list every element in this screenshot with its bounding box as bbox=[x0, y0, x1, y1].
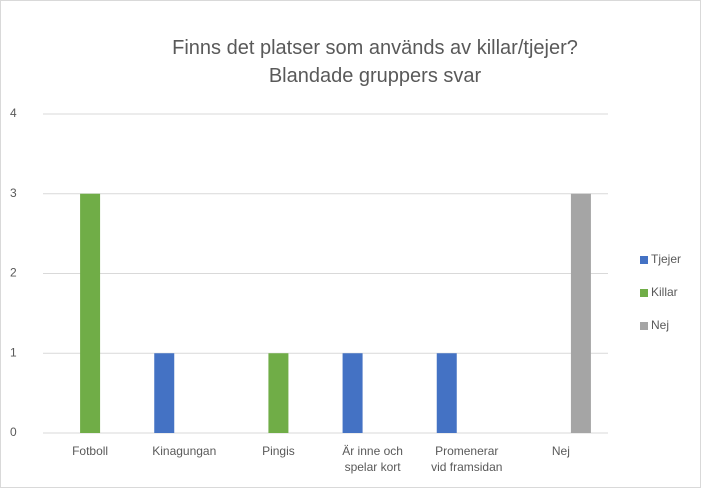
bar bbox=[342, 353, 363, 433]
legend-label: Tjejer bbox=[651, 252, 681, 266]
bar bbox=[436, 353, 457, 433]
bar bbox=[570, 193, 591, 433]
y-tick-label: 4 bbox=[10, 106, 17, 120]
legend-label: Killar bbox=[651, 285, 678, 299]
x-tick-label: Fotboll bbox=[72, 444, 109, 458]
bar bbox=[268, 353, 289, 433]
x-tick-label: Nej bbox=[551, 444, 570, 458]
x-tick-label: Är inne och spelar kort bbox=[342, 444, 403, 474]
legend-swatch bbox=[640, 256, 648, 264]
y-tick-label: 1 bbox=[10, 345, 17, 359]
legend-label: Nej bbox=[651, 318, 669, 332]
y-tick-label: 2 bbox=[10, 266, 17, 280]
y-tick-label: 0 bbox=[10, 425, 17, 439]
y-tick-label: 3 bbox=[10, 186, 17, 200]
legend-swatch bbox=[640, 289, 648, 297]
bar bbox=[154, 353, 175, 433]
bar bbox=[80, 193, 101, 433]
x-tick-label: Promenerar vid framsidan bbox=[431, 444, 503, 474]
x-tick-label: Kinagungan bbox=[152, 444, 217, 458]
legend-swatch bbox=[640, 322, 648, 330]
chart-title: Finns det platser som används av killar/… bbox=[172, 37, 578, 87]
x-tick-label: Pingis bbox=[262, 444, 295, 458]
